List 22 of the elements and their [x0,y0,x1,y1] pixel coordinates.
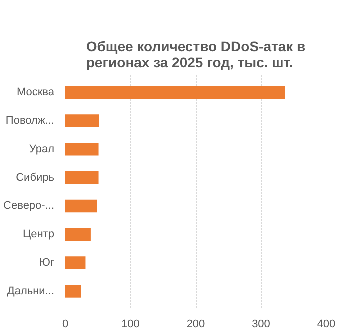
y-tick-label: Сибирь [16,172,55,184]
bar [66,142,99,156]
bar [66,200,98,213]
bar [66,256,86,270]
bar [66,171,99,184]
x-tick-label: 200 [186,318,206,330]
y-tick-label: Дальни... [7,285,55,298]
y-tick-label: Северо-... [4,200,54,212]
y-tick-label: Центр [23,228,55,241]
bar [66,228,91,242]
y-tick-label: Юг [39,257,54,270]
y-tick-label: Москва [16,86,56,99]
x-tick-label: 100 [122,318,140,330]
x-tick-label: 400 [317,318,336,330]
bar [66,114,100,128]
chart-title: Общее количество DDoS-атак в регионах за 2025 год, тыс. шт. [86,38,306,70]
x-tick-label: 300 [252,318,270,330]
bar [66,285,82,298]
x-tick-label: 0 [62,318,69,330]
y-tick-label: Урал [29,143,55,156]
bar [66,86,286,99]
y-tick-label: Поволж... [6,114,55,127]
